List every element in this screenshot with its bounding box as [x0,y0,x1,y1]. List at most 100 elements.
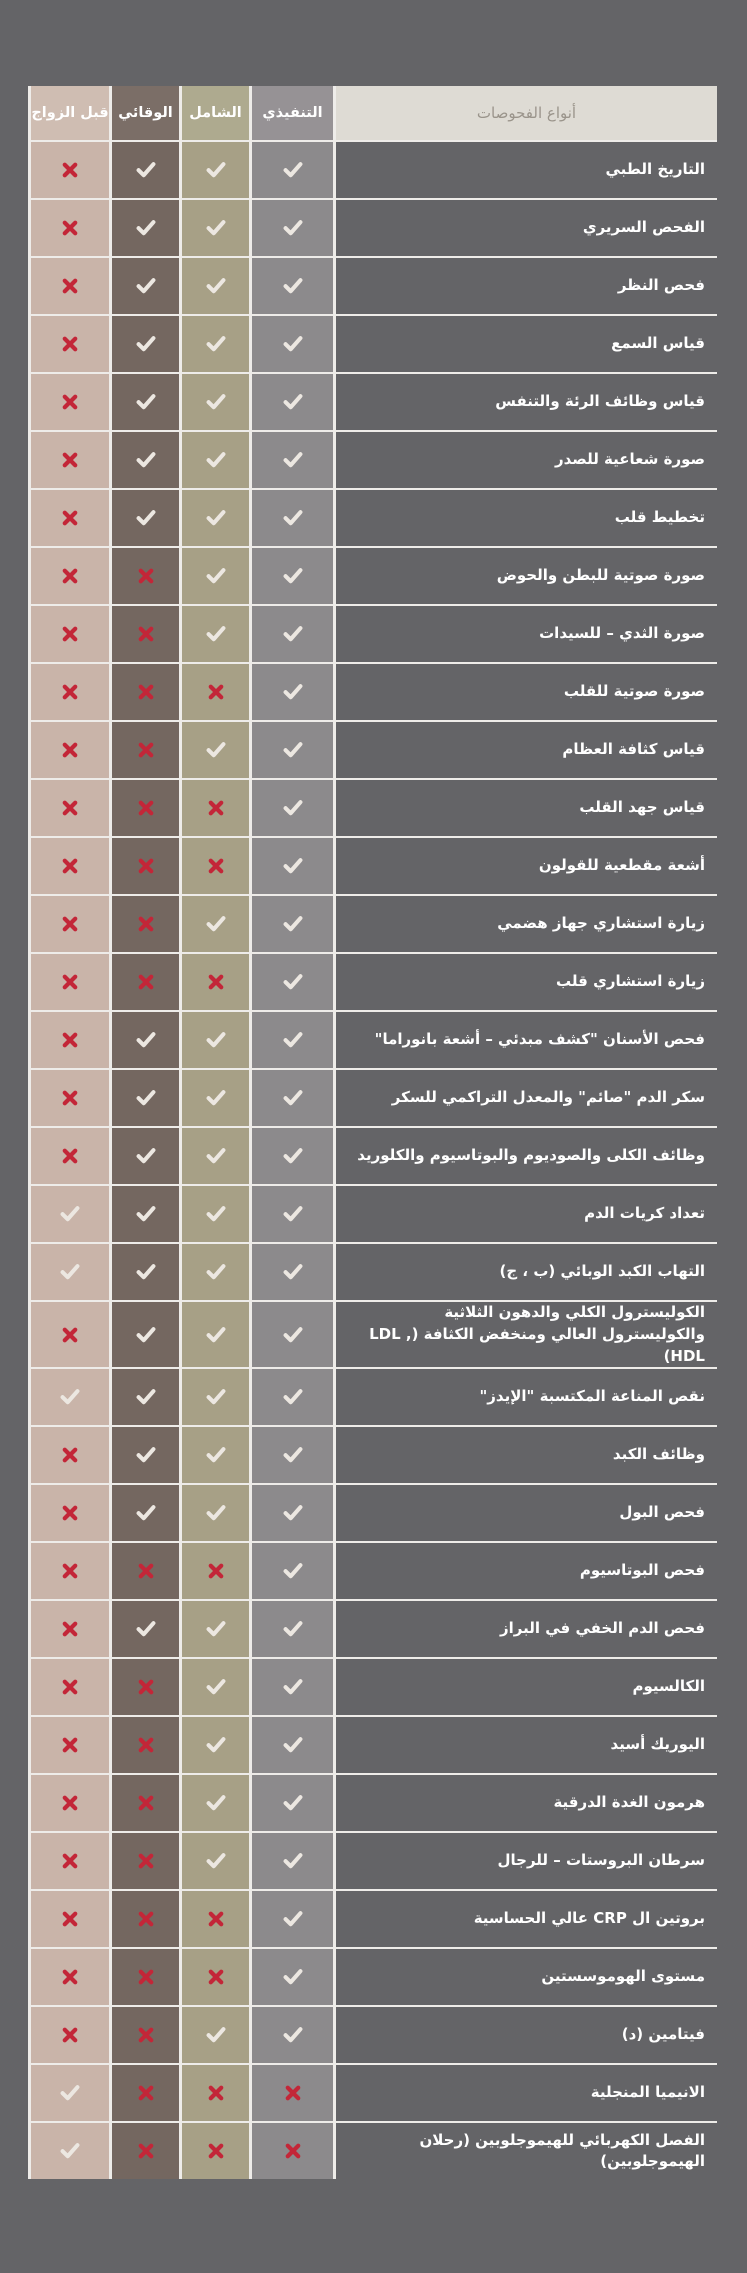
cross-icon [62,1853,78,1869]
check-icon [283,1264,303,1280]
row-label: سكر الدم "صائم" والمعدل التراكمي للسكر [391,1088,705,1107]
mark-cell-preventive [112,1949,179,2006]
check-icon [283,1032,303,1048]
mark-cell-premarital [31,548,109,604]
mark-cell-comprehensive [182,2065,249,2122]
row-label: تعداد كريات الدم [584,1204,705,1223]
check-icon [283,1505,303,1521]
mark-cell-comprehensive [182,1891,249,1948]
cross-icon [62,1969,78,1985]
test-name-cell: فحص الأسنان "كشف مبدئي – أشعة بانوراما" [336,1012,717,1068]
test-name-cell: تعداد كريات الدم [336,1186,717,1242]
check-icon [60,1206,80,1222]
cross-icon [62,510,78,526]
check-icon [206,1206,226,1222]
test-name-cell: وظائف الكبد [336,1427,717,1484]
row-label: وظائف الكلى والصوديوم والبوتاسيوم والكلو… [357,1146,705,1165]
checkups-comparison-table: أنواع الفحوصات التنفيذي الشامل الوقائي ق… [28,86,717,2180]
table-row: صورة الثدي – للسيدات [28,606,717,662]
check-icon [206,1447,226,1463]
row-label: قياس السمع [611,334,705,353]
check-icon [136,510,156,526]
mark-cell-comprehensive [182,490,249,546]
check-icon [206,220,226,236]
check-icon [283,1795,303,1811]
cross-icon [62,220,78,236]
table-row: صورة شعاعية للصدر [28,432,717,488]
mark-cell-comprehensive [182,548,249,604]
mark-cell-preventive [112,1012,179,1068]
mark-cell-comprehensive [182,1833,249,1890]
mark-cell-premarital [31,838,109,894]
table-row: قياس جهد القلب [28,780,717,836]
table-row: تعداد كريات الدم [28,1186,717,1242]
check-icon [136,394,156,410]
check-icon [283,1206,303,1222]
mark-cell-comprehensive [182,896,249,952]
check-icon [206,278,226,294]
mark-cell-preventive [112,606,179,662]
mark-cell-comprehensive [182,2007,249,2064]
mark-cell-executive [252,490,333,546]
test-name-cell: فحص الدم الخفي في البراز [336,1601,717,1658]
mark-cell-executive [252,432,333,488]
cross-icon [138,742,154,758]
check-icon [206,916,226,932]
row-label: فحص النظر [617,276,705,295]
test-name-cell: وظائف الكلى والصوديوم والبوتاسيوم والكلو… [336,1128,717,1184]
column-header-executive: التنفيذي [252,86,333,140]
cross-icon [62,1795,78,1811]
row-label: التاريخ الطبي [605,160,705,179]
row-label: فحص البول [619,1503,705,1522]
check-icon [136,1148,156,1164]
mark-cell-comprehensive [182,1485,249,1542]
test-name-cell: فحص البوتاسيوم [336,1543,717,1600]
cross-icon [62,626,78,642]
mark-cell-comprehensive [182,954,249,1010]
test-name-cell: صورة صوتية للبطن والحوض [336,548,717,604]
mark-cell-comprehensive [182,838,249,894]
test-name-cell: فيتامين (د) [336,2007,717,2064]
test-name-cell: صورة شعاعية للصدر [336,432,717,488]
check-icon [206,162,226,178]
check-icon [283,1148,303,1164]
table-row: زيارة استشاري قلب [28,954,717,1010]
mark-cell-premarital [31,2007,109,2064]
test-name-cell: صورة الثدي – للسيدات [336,606,717,662]
mark-cell-premarital [31,2123,109,2180]
mark-cell-premarital [31,316,109,372]
mark-cell-executive [252,896,333,952]
table-row: الكالسيوم [28,1659,717,1716]
mark-cell-comprehensive [182,1369,249,1426]
mark-cell-preventive [112,664,179,720]
check-icon [206,1795,226,1811]
mark-cell-executive [252,1717,333,1774]
mark-cell-executive [252,316,333,372]
row-label: الانيميا المنجلية [590,2083,705,2102]
mark-cell-premarital [31,1775,109,1832]
test-name-cell: الفحص السريري [336,200,717,256]
row-label: صورة الثدي – للسيدات [539,624,705,643]
mark-cell-comprehensive [182,1128,249,1184]
mark-cell-premarital [31,954,109,1010]
mark-cell-executive [252,1128,333,1184]
mark-cell-preventive [112,2065,179,2122]
mark-cell-premarital [31,1949,109,2006]
cross-icon [62,1505,78,1521]
mark-cell-premarital [31,1186,109,1242]
table-row: صورة صوتية للقلب [28,664,717,720]
mark-cell-executive [252,722,333,778]
test-name-cell: فحص النظر [336,258,717,314]
cross-icon [285,2143,301,2159]
mark-cell-executive [252,548,333,604]
mark-cell-comprehensive [182,374,249,430]
mark-cell-executive [252,1244,333,1300]
check-icon [206,1032,226,1048]
cross-icon [62,1327,78,1343]
cross-icon [62,800,78,816]
table-row: بروتين ال CRP عالي الحساسية [28,1891,717,1948]
mark-cell-comprehensive [182,780,249,836]
mark-cell-preventive [112,200,179,256]
table-row: مستوى الهوموسستين [28,1949,717,2006]
mark-cell-premarital [31,1543,109,1600]
